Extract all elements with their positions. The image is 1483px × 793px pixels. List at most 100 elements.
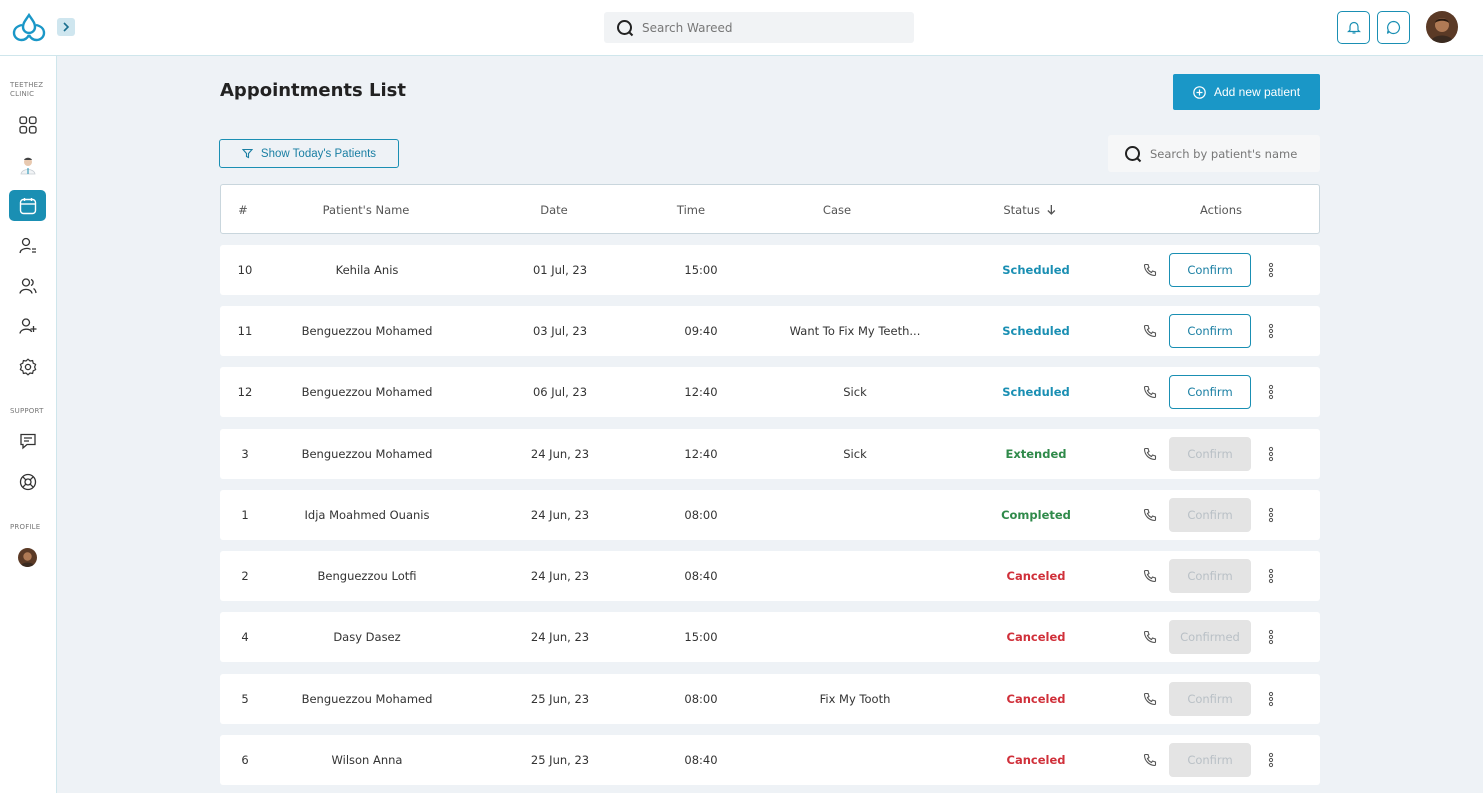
patient-name: Benguezzou Lotfi bbox=[317, 569, 417, 583]
table-header: # Patient's Name Date Time Case Status A… bbox=[220, 184, 1320, 234]
add-new-patient-label: Add new patient bbox=[1213, 85, 1301, 99]
message-icon bbox=[19, 433, 36, 449]
gear-icon bbox=[19, 357, 36, 376]
global-search-input[interactable] bbox=[642, 20, 892, 35]
sidebar-item-settings[interactable] bbox=[9, 351, 46, 382]
phone-icon[interactable] bbox=[1143, 446, 1157, 461]
table-row[interactable]: 5 Benguezzou Mohamed 25 Jun, 23 08:00 Fix My… bbox=[220, 674, 1320, 724]
table-row[interactable]: 11 Benguezzou Mohamed 03 Jul, 23 09:40 Want … bbox=[220, 306, 1320, 356]
appointment-date: 25 Jun, 23 bbox=[530, 692, 590, 706]
support-label: SUPPORT bbox=[10, 407, 44, 415]
logo-icon[interactable] bbox=[11, 12, 47, 44]
show-today-patients-button[interactable]: Show Today's Patients bbox=[219, 139, 399, 168]
phone-icon[interactable] bbox=[1143, 629, 1157, 644]
phone-icon[interactable] bbox=[1143, 262, 1157, 277]
appointment-date: 25 Jun, 23 bbox=[530, 753, 590, 767]
doctor-avatar-icon bbox=[20, 157, 35, 174]
notifications-button[interactable] bbox=[1337, 11, 1370, 44]
patient-search-input[interactable] bbox=[1150, 146, 1310, 161]
chat-icon bbox=[1386, 20, 1401, 35]
table-row[interactable]: 2 Benguezzou Lotfi 24 Jun, 23 08:40 Canceled… bbox=[220, 551, 1320, 601]
table-row[interactable]: 12 Benguezzou Mohamed 06 Jul, 23 12:40 Sick S… bbox=[220, 367, 1320, 417]
confirm-button[interactable]: Confirm bbox=[1169, 437, 1251, 471]
row-number: 1 bbox=[241, 508, 249, 522]
sidebar-item-doctor[interactable] bbox=[9, 149, 46, 180]
column-header-name[interactable]: Patient's Name bbox=[322, 203, 410, 217]
sidebar-item-add-user[interactable] bbox=[9, 310, 46, 341]
more-options-icon[interactable] bbox=[1267, 446, 1275, 462]
patient-name: Benguezzou Mohamed bbox=[301, 692, 433, 706]
more-options-icon[interactable] bbox=[1267, 323, 1275, 339]
add-new-patient-button[interactable]: Add new patient bbox=[1173, 74, 1320, 110]
confirm-button[interactable]: Confirm bbox=[1169, 375, 1251, 409]
table-row[interactable]: 6 Wilson Anna 25 Jun, 23 08:40 Canceled Confi… bbox=[220, 735, 1320, 785]
column-header-time[interactable]: Time bbox=[676, 203, 706, 217]
column-header-status[interactable]: Status bbox=[1003, 203, 1056, 217]
status-badge: Canceled bbox=[1006, 569, 1066, 583]
confirm-button[interactable]: Confirm bbox=[1169, 314, 1251, 348]
column-header-date[interactable]: Date bbox=[540, 203, 568, 217]
sidebar-item-patients-list[interactable] bbox=[9, 230, 46, 261]
row-number: 3 bbox=[241, 447, 249, 461]
sidebar-toggle-button[interactable] bbox=[57, 18, 75, 36]
table-row[interactable]: 4 Dasy Dasez 24 Jun, 23 15:00 Canceled Confir… bbox=[220, 612, 1320, 662]
appointment-date: 24 Jun, 23 bbox=[530, 569, 590, 583]
column-header-status-label: Status bbox=[1003, 203, 1040, 217]
row-number: 12 bbox=[237, 385, 253, 399]
patient-name: Kehila Anis bbox=[335, 263, 399, 277]
confirm-button[interactable]: Confirmed bbox=[1169, 620, 1251, 654]
table-row[interactable]: 10 Kehila Anis 01 Jul, 23 15:00 Scheduled Con… bbox=[220, 245, 1320, 295]
filter-icon bbox=[241, 148, 253, 159]
grid-icon bbox=[18, 115, 37, 134]
column-header-actions: Actions bbox=[1199, 203, 1243, 217]
confirm-button[interactable]: Confirm bbox=[1169, 743, 1251, 777]
phone-icon[interactable] bbox=[1143, 323, 1157, 338]
more-options-icon[interactable] bbox=[1267, 629, 1275, 645]
user-avatar[interactable] bbox=[1426, 11, 1458, 43]
row-number: 5 bbox=[241, 692, 249, 706]
appointment-time: 08:00 bbox=[684, 692, 718, 706]
sidebar-item-team[interactable] bbox=[9, 270, 46, 301]
patient-name: Benguezzou Mohamed bbox=[301, 447, 433, 461]
table-row[interactable]: 1 Idja Moahmed Ouanis 24 Jun, 23 08:00 Compl… bbox=[220, 490, 1320, 540]
column-header-case[interactable]: Case bbox=[822, 203, 852, 217]
confirm-button[interactable]: Confirm bbox=[1169, 682, 1251, 716]
appointment-date: 03 Jul, 23 bbox=[532, 324, 588, 338]
row-number: 4 bbox=[241, 630, 249, 644]
sidebar-item-dashboard[interactable] bbox=[9, 109, 46, 140]
phone-icon[interactable] bbox=[1143, 507, 1157, 522]
more-options-icon[interactable] bbox=[1267, 568, 1275, 584]
confirm-button[interactable]: Confirm bbox=[1169, 559, 1251, 593]
confirm-button[interactable]: Confirm bbox=[1169, 498, 1251, 532]
sidebar-item-profile[interactable] bbox=[9, 542, 46, 573]
sidebar-item-appointments[interactable] bbox=[9, 190, 46, 221]
phone-icon[interactable] bbox=[1143, 752, 1157, 767]
patient-search[interactable] bbox=[1108, 135, 1320, 172]
sidebar-item-messages[interactable] bbox=[9, 425, 46, 456]
more-options-icon[interactable] bbox=[1267, 691, 1275, 707]
sidebar-item-help[interactable] bbox=[9, 466, 46, 497]
more-options-icon[interactable] bbox=[1267, 507, 1275, 523]
clinic-label: TEETHEZ CLINIC bbox=[10, 81, 44, 98]
status-badge: Canceled bbox=[1006, 630, 1066, 644]
appointment-time: 08:00 bbox=[684, 508, 718, 522]
row-number: 6 bbox=[241, 753, 249, 767]
appointment-time: 12:40 bbox=[684, 447, 718, 461]
sidebar: TEETHEZ CLINIC SUPPORT PROFILE bbox=[0, 56, 57, 793]
phone-icon[interactable] bbox=[1143, 384, 1157, 399]
row-number: 11 bbox=[237, 324, 253, 338]
row-number: 10 bbox=[237, 263, 253, 277]
table-row[interactable]: 3 Benguezzou Mohamed 24 Jun, 23 12:40 Sick Ex… bbox=[220, 429, 1320, 479]
appointment-time: 15:00 bbox=[684, 263, 718, 277]
more-options-icon[interactable] bbox=[1267, 262, 1275, 278]
phone-icon[interactable] bbox=[1143, 568, 1157, 583]
confirm-button[interactable]: Confirm bbox=[1169, 253, 1251, 287]
patient-name: Dasy Dasez bbox=[333, 630, 401, 644]
user-plus-icon bbox=[18, 317, 36, 334]
more-options-icon[interactable] bbox=[1267, 752, 1275, 768]
search-icon bbox=[617, 19, 634, 36]
messages-button[interactable] bbox=[1377, 11, 1410, 44]
more-options-icon[interactable] bbox=[1267, 384, 1275, 400]
global-search[interactable] bbox=[604, 12, 914, 43]
phone-icon[interactable] bbox=[1143, 691, 1157, 706]
